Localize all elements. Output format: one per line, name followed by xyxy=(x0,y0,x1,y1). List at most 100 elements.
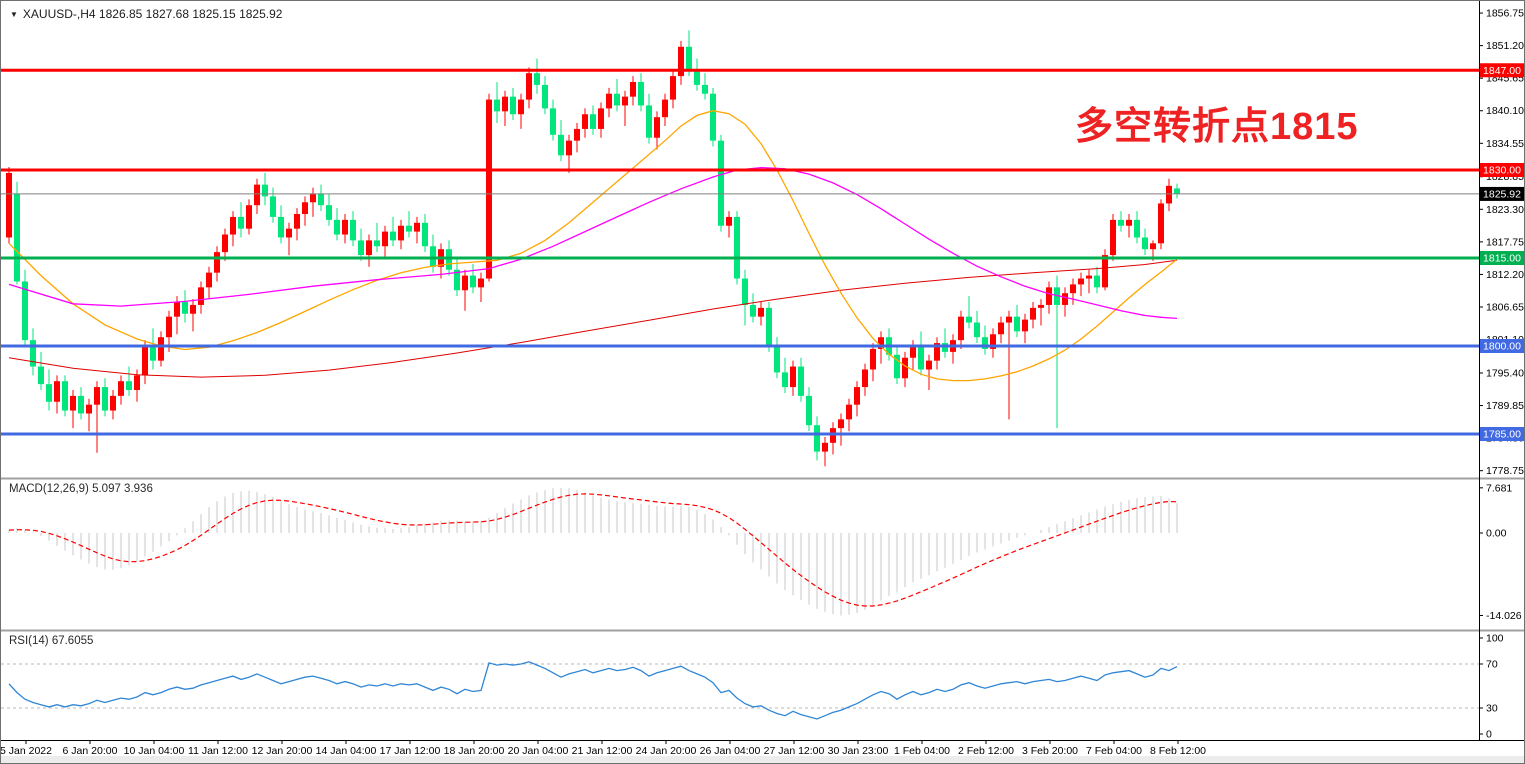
rsi-axis: 100 70 30 0 xyxy=(1479,633,1504,741)
candle-body-up xyxy=(1150,243,1156,250)
time-tick-label: 6 Jan 20:00 xyxy=(63,745,118,757)
candle-body-up xyxy=(382,231,388,247)
candle-body-down xyxy=(238,216,244,229)
candle-body-down xyxy=(62,381,68,411)
candle-body-up xyxy=(70,395,76,411)
candle-body-up xyxy=(990,334,996,349)
time-tick-label: 18 Jan 20:00 xyxy=(444,745,505,757)
price-level-label: 1815.00 xyxy=(1480,251,1524,265)
candle-body-down xyxy=(638,81,644,106)
time-axis[interactable]: 5 Jan 2022 6 Jan 20:00 10 Jan 04:00 11 Jan … xyxy=(1,740,1206,757)
price-level-label: 1800.00 xyxy=(1480,339,1524,354)
candle-body-up xyxy=(342,219,348,235)
time-tick-label: 12 Jan 20:00 xyxy=(252,745,313,757)
candle-body-down xyxy=(734,216,740,279)
rsi-tick-label: 30 xyxy=(1486,703,1498,715)
candle-body-up xyxy=(286,228,292,238)
candle-body-up xyxy=(998,322,1004,335)
candle-body-up xyxy=(1086,275,1092,279)
macd-indicator-label: MACD(12,26,9) 5.097 3.936 xyxy=(9,483,153,495)
candle-body-down xyxy=(406,225,412,232)
price-level-label-text: 1825.92 xyxy=(1483,188,1521,200)
candle-body-down xyxy=(1118,219,1124,226)
time-tick-label: 1 Feb 04:00 xyxy=(894,745,950,757)
macd-signal-path xyxy=(8,493,1178,607)
candle-body-down xyxy=(318,193,324,206)
price-level-label: 1830.00 xyxy=(1480,162,1524,177)
candle-body-down xyxy=(1142,237,1148,250)
candle-body-up xyxy=(926,360,932,370)
time-tick-label: 8 Feb 12:00 xyxy=(1150,745,1206,757)
candle-body-down xyxy=(590,114,596,129)
price-level-label-box xyxy=(1480,427,1524,442)
time-tick-label: 24 Jan 20:00 xyxy=(636,745,697,757)
symbol-info-bar: ▼ XAUUSD-,H4 1826.85 1827.68 1825.15 1825… xyxy=(10,7,282,21)
candle-body-down xyxy=(126,381,132,391)
candle-body-down xyxy=(974,322,980,338)
candle-body-up xyxy=(198,287,204,305)
rsi-tick-label: 70 xyxy=(1486,659,1498,671)
candle-body-down xyxy=(14,193,20,282)
candle-body-down xyxy=(806,395,812,426)
macd-axis: 7.681 0.00 -14.026 xyxy=(1479,482,1522,622)
price-tick-label: 1840.10 xyxy=(1486,105,1524,117)
price-axis[interactable]: 1856.751851.201845.651840.101834.551828.… xyxy=(1479,8,1524,478)
candle-body-down xyxy=(470,275,476,288)
time-tick-label: 5 Jan 2022 xyxy=(1,745,52,757)
candle-body-down xyxy=(510,96,516,115)
candle-body-up xyxy=(582,114,588,129)
candle-body-down xyxy=(894,354,900,379)
candle-body-up xyxy=(230,216,236,235)
candle-body-down xyxy=(262,184,268,197)
candle-body-up xyxy=(478,278,484,288)
candles-layer xyxy=(6,30,1180,467)
price-tick-label: 1817.75 xyxy=(1486,236,1524,248)
candle-body-down xyxy=(22,281,28,341)
candle-body-down xyxy=(46,384,52,402)
candle-body-down xyxy=(614,93,620,106)
candle-body-up xyxy=(1038,304,1044,308)
rsi-line xyxy=(8,661,1178,720)
window-bottom-strip xyxy=(1,756,1524,763)
candle-body-down xyxy=(542,84,548,109)
candle-body-up xyxy=(54,381,60,402)
candle-body-up xyxy=(1110,219,1116,256)
price-tick-label: 1812.20 xyxy=(1486,269,1524,281)
candle-body-down xyxy=(1174,188,1180,194)
candle-body-down xyxy=(1094,275,1100,288)
candle-body-down xyxy=(358,240,364,256)
macd-tick-label: -14.026 xyxy=(1486,610,1522,622)
candle-body-up xyxy=(190,304,196,314)
price-level-label: 1825.92 xyxy=(1480,186,1524,201)
candle-body-down xyxy=(742,278,748,305)
rsi-level-lines xyxy=(1,663,1479,709)
candle-body-up xyxy=(158,337,164,361)
candle-body-up xyxy=(1022,319,1028,332)
macd-tick-label: 7.681 xyxy=(1486,482,1512,494)
candle-body-up xyxy=(958,316,964,341)
price-level-label-box xyxy=(1480,339,1524,354)
rsi-path xyxy=(8,661,1178,720)
candle-body-down xyxy=(454,269,460,291)
price-level-label-text: 1785.00 xyxy=(1483,429,1521,441)
time-tick-label: 7 Feb 04:00 xyxy=(1086,745,1142,757)
candle-body-down xyxy=(326,205,332,220)
candle-body-down xyxy=(278,216,284,238)
candle-body-down xyxy=(390,231,396,241)
candle-body-up xyxy=(622,96,628,106)
rsi-indicator-label: RSI(14) 67.6055 xyxy=(9,635,94,647)
candle-body-up xyxy=(246,205,252,229)
ma-slow-darkred-path xyxy=(8,259,1178,378)
price-level-label-box xyxy=(1480,186,1524,201)
candle-body-up xyxy=(366,240,372,256)
candle-body-up xyxy=(502,96,508,112)
candle-body-up xyxy=(1158,203,1164,244)
candle-body-down xyxy=(694,70,700,85)
candle-body-up xyxy=(1166,185,1172,204)
candle-body-down xyxy=(374,240,380,247)
candle-body-up xyxy=(294,213,300,229)
candle-body-down xyxy=(646,105,652,138)
macd-tick-label: 0.00 xyxy=(1486,528,1507,540)
symbol-dropdown-icon[interactable]: ▼ xyxy=(10,10,18,19)
